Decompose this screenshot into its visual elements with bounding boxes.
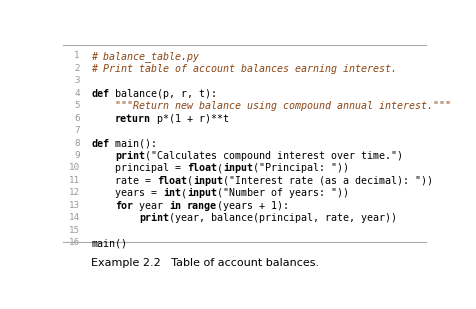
Text: ("Calculates compound interest over time."): ("Calculates compound interest over time… [145, 151, 402, 161]
Text: (year, balance(principal, rate, year)): (year, balance(principal, rate, year)) [169, 213, 396, 223]
Text: 6: 6 [74, 114, 80, 123]
Text: print: print [139, 213, 169, 223]
Text: input: input [187, 188, 217, 198]
Text: int: int [163, 188, 181, 198]
Text: # Print table of account balances earning interest.: # Print table of account balances earnin… [91, 64, 396, 74]
Text: p*(1 + r)**t: p*(1 + r)**t [151, 114, 228, 124]
Text: 10: 10 [69, 163, 80, 172]
Text: float: float [187, 163, 217, 173]
Text: years =: years = [91, 188, 163, 198]
Text: main():: main(): [109, 138, 157, 149]
Text: (: ( [187, 176, 193, 186]
Text: 14: 14 [69, 213, 80, 222]
Text: ("Interest rate (as a decimal): ")): ("Interest rate (as a decimal): ")) [223, 176, 432, 186]
Text: ("Number of years: ")): ("Number of years: ")) [217, 188, 348, 198]
Text: (years + 1):: (years + 1): [217, 201, 288, 211]
Text: print: print [115, 151, 145, 161]
Text: """Return new balance using compound annual interest.""": """Return new balance using compound ann… [91, 101, 450, 111]
Text: def: def [91, 138, 109, 149]
Text: in: in [169, 201, 181, 211]
Text: (: ( [181, 188, 187, 198]
Text: rate =: rate = [91, 176, 157, 186]
Text: 15: 15 [69, 226, 80, 235]
Text: # balance_table.py: # balance_table.py [91, 51, 198, 62]
Text: for: for [115, 201, 133, 211]
Text: 1: 1 [74, 51, 80, 60]
Text: balance(p, r, t):: balance(p, r, t): [109, 89, 217, 99]
Text: main(): main() [91, 238, 127, 248]
Text: 5: 5 [74, 101, 80, 110]
Text: float: float [157, 176, 187, 186]
Text: input: input [193, 176, 223, 186]
Text: 11: 11 [69, 176, 80, 185]
Text: 3: 3 [74, 76, 80, 85]
Text: 9: 9 [74, 151, 80, 160]
Text: range: range [187, 201, 217, 211]
Text: return: return [115, 114, 151, 124]
Text: Example 2.2   Table of account balances.: Example 2.2 Table of account balances. [91, 258, 318, 268]
Text: (: ( [217, 163, 223, 173]
Text: year: year [133, 201, 169, 211]
Text: principal =: principal = [91, 163, 187, 173]
Text: input: input [223, 163, 252, 173]
Text: 4: 4 [74, 89, 80, 98]
Text: 2: 2 [74, 64, 80, 73]
Text: def: def [91, 89, 109, 99]
Text: ("Principal: ")): ("Principal: ")) [252, 163, 348, 173]
Text: 12: 12 [69, 188, 80, 197]
Text: 8: 8 [74, 138, 80, 147]
Text: 13: 13 [69, 201, 80, 210]
Text: 7: 7 [74, 126, 80, 135]
Text: 16: 16 [69, 238, 80, 247]
